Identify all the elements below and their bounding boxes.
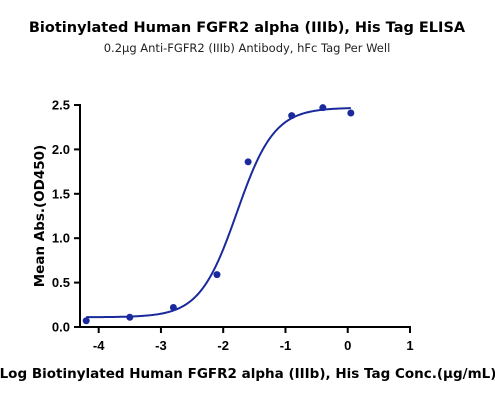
data-point [319, 104, 327, 112]
y-tick-label: 0.5 [52, 275, 70, 290]
fit-curve [86, 107, 351, 319]
x-axis-label: Log Biotinylated Human FGFR2 alpha (IIIb… [0, 366, 495, 382]
y-tick-label: 2.0 [52, 142, 70, 157]
y-tick-label: 1.5 [52, 186, 70, 201]
data-point [82, 317, 90, 325]
y-axis-label: Mean Abs.(OD450) [32, 145, 48, 288]
x-tick-label: -4 [93, 338, 105, 353]
y-tick-label: 2.5 [52, 98, 70, 113]
plot-area: -4 -3 -2 -1 0 1 0.0 0.5 1.0 1.5 2.0 2.5 [52, 98, 414, 354]
chart-title: Biotinylated Human FGFR2 alpha (IIIb), H… [29, 20, 466, 36]
x-tick-label: 0 [344, 338, 351, 353]
y-tick-label: 0.0 [52, 320, 70, 335]
data-point [213, 271, 221, 279]
x-tick-label: -2 [217, 338, 229, 353]
data-point [347, 109, 355, 117]
chart-subtitle: 0.2μg Anti-FGFR2 (IIIb) Antibody, hFc Ta… [104, 41, 391, 55]
data-point [126, 313, 134, 321]
data-point [169, 303, 177, 311]
data-point [288, 112, 296, 120]
x-tick-label: 1 [406, 338, 413, 353]
y-tick-label: 1.0 [52, 231, 70, 246]
x-tick-label: -1 [280, 338, 292, 353]
x-tick-label: -3 [155, 338, 167, 353]
data-point [244, 158, 252, 166]
